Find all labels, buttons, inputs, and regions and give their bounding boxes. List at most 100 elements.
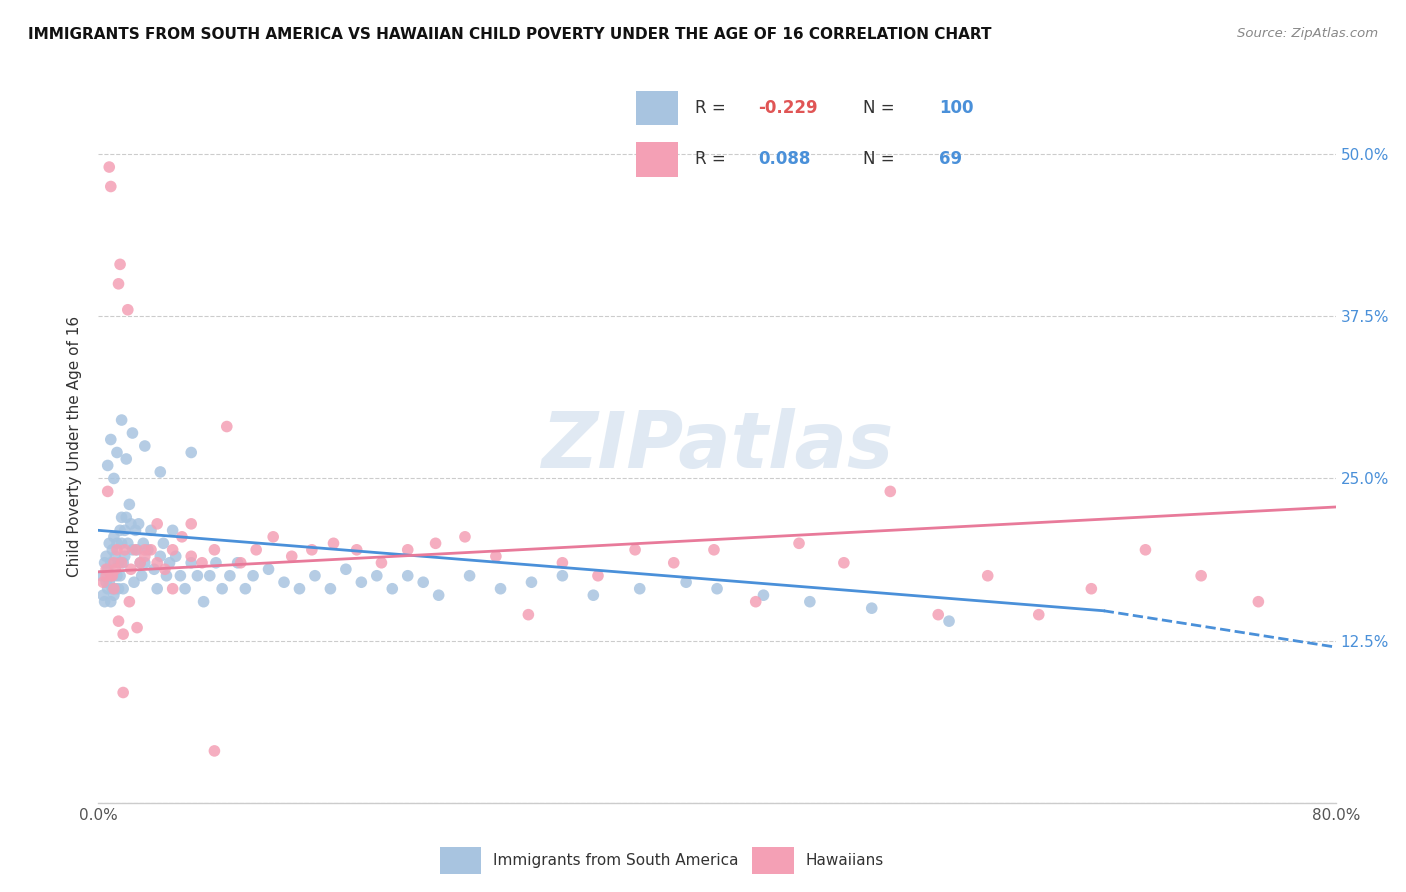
Point <box>976 568 998 582</box>
Point <box>938 614 960 628</box>
Point <box>90 568 112 582</box>
Point <box>107 277 129 291</box>
Point <box>118 595 141 609</box>
Point <box>103 582 125 596</box>
Point <box>117 302 139 317</box>
Point <box>427 588 450 602</box>
Point <box>100 179 122 194</box>
Point <box>104 582 127 596</box>
Point <box>134 556 156 570</box>
Point <box>112 627 135 641</box>
Point <box>114 524 136 538</box>
Point <box>146 556 169 570</box>
Point <box>100 568 122 582</box>
Text: ZIPatlas: ZIPatlas <box>541 408 893 484</box>
Point <box>104 562 127 576</box>
Point <box>586 568 609 582</box>
Point <box>412 575 434 590</box>
Point <box>551 556 574 570</box>
Point <box>1028 607 1050 622</box>
Point <box>319 582 342 596</box>
Point <box>121 425 143 440</box>
Point <box>96 562 118 576</box>
Point <box>93 556 115 570</box>
Point <box>366 568 388 582</box>
Text: Source: ZipAtlas.com: Source: ZipAtlas.com <box>1237 27 1378 40</box>
Point <box>96 575 118 590</box>
Text: N =: N = <box>863 99 900 117</box>
Y-axis label: Child Poverty Under the Age of 16: Child Poverty Under the Age of 16 <box>67 316 83 576</box>
Point <box>146 582 169 596</box>
Point <box>1080 582 1102 596</box>
Point <box>162 524 184 538</box>
Point <box>112 556 135 570</box>
Point <box>180 445 202 459</box>
Point <box>112 582 135 596</box>
Point <box>205 556 228 570</box>
Point <box>706 582 728 596</box>
Text: N =: N = <box>863 151 900 169</box>
Point <box>101 582 124 596</box>
Point <box>335 562 357 576</box>
Point <box>127 542 149 557</box>
Point <box>103 471 125 485</box>
FancyBboxPatch shape <box>440 847 481 874</box>
Point <box>120 516 142 531</box>
Point <box>169 568 191 582</box>
Point <box>551 568 574 582</box>
Point <box>112 685 135 699</box>
Point <box>489 582 512 596</box>
Point <box>396 568 419 582</box>
Point <box>100 433 122 447</box>
Point <box>120 562 142 576</box>
Point <box>103 530 125 544</box>
Point <box>134 542 156 557</box>
Point <box>115 452 138 467</box>
Point <box>350 575 373 590</box>
Point <box>114 549 136 564</box>
Point <box>105 536 128 550</box>
Point <box>107 614 129 628</box>
Text: -0.229: -0.229 <box>758 99 817 117</box>
Point <box>1135 542 1157 557</box>
Point <box>146 516 169 531</box>
Point <box>458 568 481 582</box>
Point <box>136 542 159 557</box>
Point <box>121 542 143 557</box>
Point <box>662 556 685 570</box>
Point <box>149 549 172 564</box>
Point <box>105 445 128 459</box>
Point <box>162 582 184 596</box>
Point <box>117 536 139 550</box>
Point <box>115 510 138 524</box>
Point <box>191 556 214 570</box>
Point <box>745 595 768 609</box>
Point <box>517 607 540 622</box>
Point <box>381 582 404 596</box>
Point <box>96 568 118 582</box>
Text: 0.088: 0.088 <box>758 151 810 169</box>
Point <box>124 524 146 538</box>
Point <box>111 536 134 550</box>
Point <box>97 562 120 576</box>
Point <box>180 516 202 531</box>
Point <box>98 575 121 590</box>
Point <box>124 542 146 557</box>
Point <box>799 595 821 609</box>
Point <box>245 542 267 557</box>
Point <box>301 542 323 557</box>
Point <box>105 568 128 582</box>
Point <box>108 257 131 271</box>
Point <box>100 595 122 609</box>
Point <box>129 556 152 570</box>
Point <box>98 160 121 174</box>
Point <box>198 568 221 582</box>
Point <box>1247 595 1270 609</box>
Point <box>675 575 697 590</box>
Point <box>262 530 284 544</box>
Point <box>98 536 121 550</box>
Point <box>91 588 114 602</box>
Point <box>105 542 128 557</box>
Point <box>370 556 392 570</box>
Point <box>288 582 311 596</box>
